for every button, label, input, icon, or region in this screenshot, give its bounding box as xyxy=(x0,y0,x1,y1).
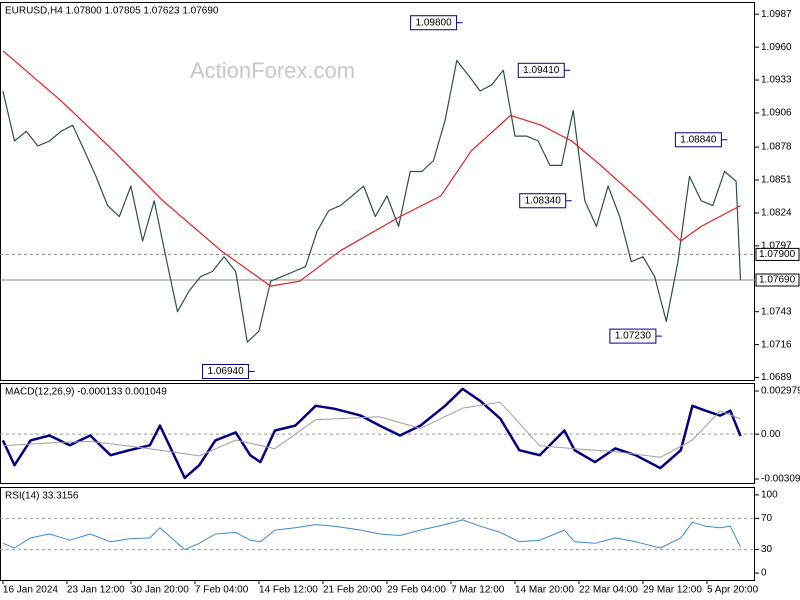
y-tick-label: 100 xyxy=(761,490,778,501)
annotation-box xyxy=(517,62,565,78)
x-tick-label: 23 Jan 12:00 xyxy=(67,585,125,596)
x-tick-label: 29 Feb 04:00 xyxy=(387,585,446,596)
annotation-label: 1.09410 xyxy=(523,65,560,76)
x-tick-label: 14 Feb 12:00 xyxy=(259,585,318,596)
y-tick-label: 1.0689 xyxy=(761,372,792,383)
panel-frame xyxy=(0,2,755,381)
annotation-label: 1.07230 xyxy=(615,331,652,342)
annotation-box xyxy=(519,193,567,209)
x-tick-label: 30 Jan 20:00 xyxy=(131,585,189,596)
annotation-box xyxy=(410,15,458,31)
y-tick-label: 1.0933 xyxy=(761,75,792,86)
y-tick-label: 70 xyxy=(761,513,773,524)
panel-title: RSI(14) 33.3156 xyxy=(5,491,79,502)
x-tick-label: 22 Mar 04:00 xyxy=(579,585,638,596)
x-tick-label: 21 Feb 20:00 xyxy=(323,585,382,596)
annotation-label: 1.08340 xyxy=(525,195,562,206)
y-tick-label: 1.0797 xyxy=(761,241,792,252)
series-line xyxy=(2,50,741,287)
y-tick-label: 1.0824 xyxy=(761,208,792,219)
annotation-box xyxy=(609,328,657,344)
y-tick-label: 30 xyxy=(761,544,773,555)
annotation-box xyxy=(674,132,722,148)
y-tick-label: 0 xyxy=(761,568,767,579)
annotation-label: 1.06940 xyxy=(207,366,244,377)
price-level-label: 1.07900 xyxy=(759,249,796,260)
y-tick-label: 1.0960 xyxy=(761,42,792,53)
x-tick-label: 16 Jan 2024 xyxy=(3,585,58,596)
y-tick-label: 0.002979 xyxy=(761,386,800,397)
watermark: ActionForex.com xyxy=(190,58,355,83)
x-tick-label: 7 Feb 04:00 xyxy=(195,585,249,596)
panel-title: EURUSD,H4 1.07800 1.07805 1.07623 1.0769… xyxy=(5,6,219,17)
series-line xyxy=(1,387,742,480)
panel-title: MACD(12,26,9) -0.000133 0.001049 xyxy=(5,387,167,398)
price-level-box xyxy=(755,273,800,287)
x-tick-label: 7 Mar 12:00 xyxy=(451,585,505,596)
y-tick-label: 0.00 xyxy=(761,429,781,440)
y-tick-label: 1.0878 xyxy=(761,142,792,153)
x-tick-label: 14 Mar 20:00 xyxy=(515,585,574,596)
annotation-label: 1.09800 xyxy=(416,17,453,28)
panel-frame xyxy=(0,487,755,581)
price-level-box xyxy=(755,247,800,261)
x-tick-label: 29 Mar 12:00 xyxy=(643,585,702,596)
y-tick-label: 1.0851 xyxy=(761,175,792,186)
series-line xyxy=(2,401,741,458)
annotation-box xyxy=(202,363,250,379)
price-level-label: 1.07690 xyxy=(759,275,796,286)
y-tick-label: 1.0987 xyxy=(761,9,792,20)
panel-frame xyxy=(0,383,755,484)
y-tick-label: 1.0716 xyxy=(761,339,792,350)
y-tick-label: -0.003093 xyxy=(761,474,800,485)
y-tick-label: 1.0743 xyxy=(761,306,792,317)
series-line xyxy=(2,519,741,551)
annotation-label: 1.08840 xyxy=(680,134,717,145)
series-line xyxy=(2,59,742,343)
y-tick-label: 1.0906 xyxy=(761,108,792,119)
x-tick-label: 5 Apr 20:00 xyxy=(707,585,759,596)
